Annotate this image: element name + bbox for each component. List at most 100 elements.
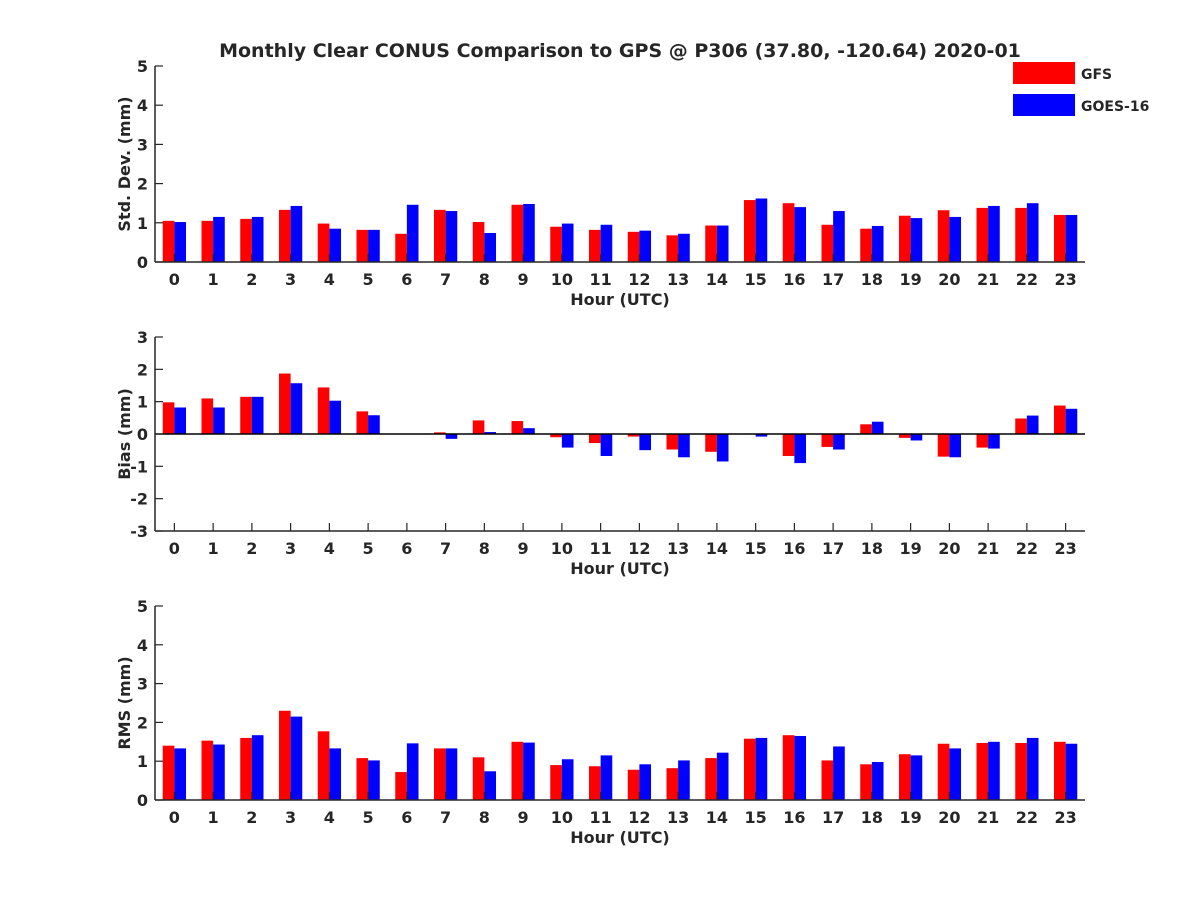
bar	[1054, 741, 1066, 800]
x-tick-label: 15	[744, 270, 766, 289]
x-tick-label: 3	[285, 808, 296, 827]
x-tick-label: 13	[667, 270, 689, 289]
bar	[434, 432, 446, 434]
bar	[445, 211, 458, 262]
bar	[988, 205, 1000, 262]
bar	[213, 407, 225, 434]
x-tick-label: 3	[285, 270, 296, 289]
bar	[484, 232, 497, 262]
x-tick-label: 0	[169, 539, 180, 558]
x-axis-label: Hour (UTC)	[570, 828, 670, 847]
y-tick-label: 3	[137, 328, 148, 347]
bar	[666, 235, 679, 262]
bar	[162, 745, 175, 800]
x-tick-label: 17	[822, 808, 844, 827]
y-tick-label: -3	[130, 522, 148, 541]
bar	[600, 434, 613, 456]
y-tick-label: 0	[137, 425, 148, 444]
y-tick-label: 5	[137, 597, 148, 616]
bar	[174, 222, 187, 262]
bar	[976, 207, 989, 262]
x-tick-label: 14	[706, 808, 728, 827]
x-tick-label: 21	[977, 539, 999, 558]
bar	[434, 209, 446, 262]
bar	[472, 420, 485, 434]
x-tick-label: 17	[822, 539, 844, 558]
bar	[329, 400, 342, 434]
bar	[561, 223, 574, 262]
bar	[368, 415, 380, 434]
y-tick-label: 4	[137, 636, 148, 655]
bar	[290, 383, 303, 434]
bar	[949, 434, 962, 458]
x-tick-label: 11	[589, 808, 611, 827]
bar	[368, 229, 380, 262]
bar	[678, 434, 690, 458]
bar	[395, 772, 407, 800]
bar	[1065, 743, 1078, 800]
bar	[1015, 742, 1027, 800]
x-tick-label: 11	[589, 539, 611, 558]
bar	[434, 748, 446, 800]
bar	[899, 434, 911, 438]
bar	[251, 735, 264, 800]
bar	[511, 421, 524, 434]
bar	[666, 768, 679, 800]
bar	[561, 434, 574, 448]
legend-entry-goes-16: GOES-16	[1013, 94, 1149, 116]
x-tick-label: 0	[169, 270, 180, 289]
series-gfs	[162, 710, 1066, 800]
bar	[1026, 415, 1039, 434]
x-tick-label: 12	[628, 808, 650, 827]
bar	[213, 216, 225, 262]
bar	[213, 744, 225, 800]
x-axis-label: Hour (UTC)	[570, 290, 670, 309]
bar	[949, 216, 962, 262]
x-tick-label: 23	[1054, 270, 1076, 289]
x-tick-label: 20	[938, 270, 960, 289]
series-goes-16	[174, 716, 1078, 800]
bar	[240, 218, 252, 262]
bar	[356, 411, 369, 434]
y-tick-label: 1	[137, 752, 148, 771]
bar	[406, 743, 419, 800]
x-tick-label: 8	[479, 539, 490, 558]
y-axis-label: Bias (mm)	[115, 388, 134, 480]
bar	[744, 738, 756, 800]
bar	[627, 231, 640, 262]
bar	[472, 222, 485, 262]
x-tick-label: 22	[1016, 539, 1038, 558]
x-tick-label: 13	[667, 539, 689, 558]
bar	[833, 746, 845, 800]
bar	[666, 434, 679, 450]
bar	[782, 203, 795, 262]
bar	[290, 716, 303, 800]
bar	[794, 434, 807, 464]
series-gfs	[162, 373, 1066, 457]
bar	[174, 748, 187, 800]
bar	[317, 387, 330, 434]
y-tick-label: 2	[137, 175, 148, 194]
x-tick-label: 9	[518, 539, 529, 558]
bar	[317, 223, 330, 262]
x-tick-label: 4	[324, 270, 335, 289]
legend-label: GOES-16	[1081, 99, 1149, 115]
x-tick-label: 1	[208, 539, 219, 558]
bar	[201, 398, 214, 434]
x-tick-label: 10	[551, 270, 573, 289]
x-tick-label: 20	[938, 539, 960, 558]
y-tick-label: 1	[137, 214, 148, 233]
bar	[1054, 405, 1066, 434]
legend-label: GFS	[1081, 67, 1112, 83]
bar	[627, 434, 640, 437]
bar	[910, 218, 923, 262]
bar	[976, 434, 989, 448]
bar	[240, 396, 252, 434]
bar	[794, 207, 807, 262]
bar	[937, 743, 950, 800]
x-tick-label: 23	[1054, 808, 1076, 827]
bar	[627, 769, 640, 800]
bar	[162, 402, 175, 434]
bar	[639, 764, 652, 800]
